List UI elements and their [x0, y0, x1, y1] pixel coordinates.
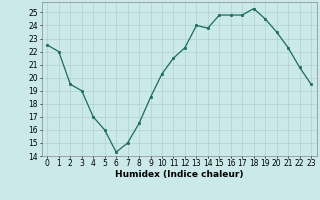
X-axis label: Humidex (Indice chaleur): Humidex (Indice chaleur): [115, 170, 244, 179]
